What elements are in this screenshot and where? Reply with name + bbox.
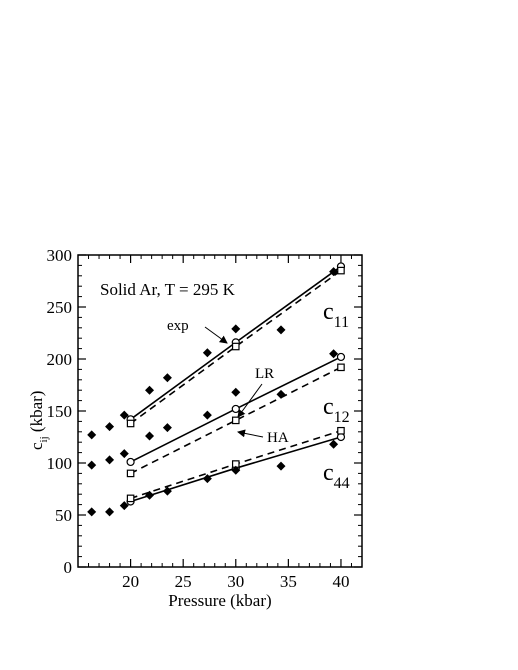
exp-point-24 (329, 349, 339, 359)
lr-annotation-label: LR (255, 366, 274, 382)
exp-point-9 (145, 431, 155, 441)
x-tick-label-35: 35 (280, 572, 297, 591)
y-tick-label-150: 150 (47, 402, 73, 421)
model-markers (126, 262, 346, 506)
c12-lr-point-0 (126, 457, 135, 467)
chart-annotation-title: Solid Ar, T = 295 K (100, 280, 236, 299)
x-tick-label-30: 30 (227, 572, 244, 591)
c12-ha-point-2 (337, 363, 345, 372)
c44-label-subscript: 44 (334, 475, 350, 492)
axis-ticks (77, 254, 363, 568)
svg-text:cij (kbar): cij (kbar) (27, 391, 50, 450)
exp-point-14 (162, 486, 172, 496)
y-tick-label-100: 100 (47, 454, 73, 473)
exp-annotation-label: exp (167, 318, 189, 334)
exp-point-23 (276, 461, 286, 471)
c44-ha-point-0 (126, 494, 135, 503)
y-tick-label-300: 300 (47, 246, 73, 265)
c44-ha-point-2 (337, 426, 345, 435)
lr-annotation-arrow (237, 383, 263, 418)
exp-annotation-arrow (204, 326, 228, 344)
c12-lr-point-2 (336, 352, 346, 362)
exp-point-5 (105, 507, 115, 517)
c12-label: c12 (323, 394, 350, 426)
c12-lr-point-1 (231, 404, 240, 414)
plot-frame (77, 254, 363, 568)
c11-label-subscript: 11 (334, 314, 349, 331)
exp-point-25 (329, 267, 339, 277)
exp-point-17 (202, 474, 212, 484)
c44-label: c44 (323, 460, 350, 492)
exp-point-6 (119, 449, 129, 459)
experimental-points (87, 267, 339, 517)
c11-label: c11 (323, 299, 349, 331)
y-axis-label: cij (kbar) (27, 391, 50, 450)
exp-point-12 (162, 423, 172, 433)
exp-point-26 (329, 439, 339, 449)
exp-point-0 (87, 460, 97, 470)
y-axis-label-subscript: ij (38, 436, 50, 442)
exp-point-7 (119, 410, 129, 420)
exp-point-10 (145, 385, 155, 395)
exp-point-1 (87, 430, 97, 440)
exp-point-3 (105, 455, 115, 465)
exp-point-20 (231, 465, 241, 475)
ha-annotation-label: HA (267, 430, 289, 446)
c11-ha-point-0 (126, 419, 135, 428)
x-tick-label-20: 20 (122, 572, 139, 591)
c11-ha-point-1 (231, 342, 240, 351)
axis-tick-labels: 20 25 30 35 40 0 50 100 150 200 250 300 (47, 246, 350, 591)
x-axis-label: Pressure (kbar) (168, 591, 271, 610)
y-axis-label-main: c (27, 442, 46, 450)
exp-point-11 (145, 490, 155, 500)
exp-point-15 (202, 410, 212, 420)
c12-ha-line (130, 366, 342, 475)
exp-point-13 (162, 373, 172, 383)
ha-annotation-arrow (237, 429, 264, 438)
y-tick-label-250: 250 (47, 298, 73, 317)
exp-point-16 (202, 348, 212, 358)
x-tick-label-40: 40 (332, 572, 349, 591)
y-tick-label-0: 0 (64, 558, 73, 577)
c44-label-main: c (323, 460, 334, 486)
c12-label-subscript: 12 (334, 409, 350, 426)
exp-point-19 (231, 324, 241, 334)
c11-label-main: c (323, 299, 334, 325)
y-tick-label-50: 50 (55, 506, 72, 525)
exp-point-18 (231, 387, 241, 397)
exp-point-22 (276, 325, 286, 335)
y-axis-label-unit: (kbar) (27, 391, 46, 437)
exp-point-8 (119, 501, 129, 511)
c12-ha-point-1 (231, 416, 240, 425)
exp-point-4 (105, 422, 115, 432)
c12-label-main: c (323, 394, 334, 420)
exp-point-21 (276, 389, 286, 399)
y-tick-label-200: 200 (47, 350, 73, 369)
c11-ha-line (130, 269, 342, 425)
x-tick-label-25: 25 (175, 572, 192, 591)
c11-ha-point-2 (337, 266, 345, 275)
exp-point-2 (87, 507, 97, 517)
c12-ha-point-0 (126, 469, 135, 478)
